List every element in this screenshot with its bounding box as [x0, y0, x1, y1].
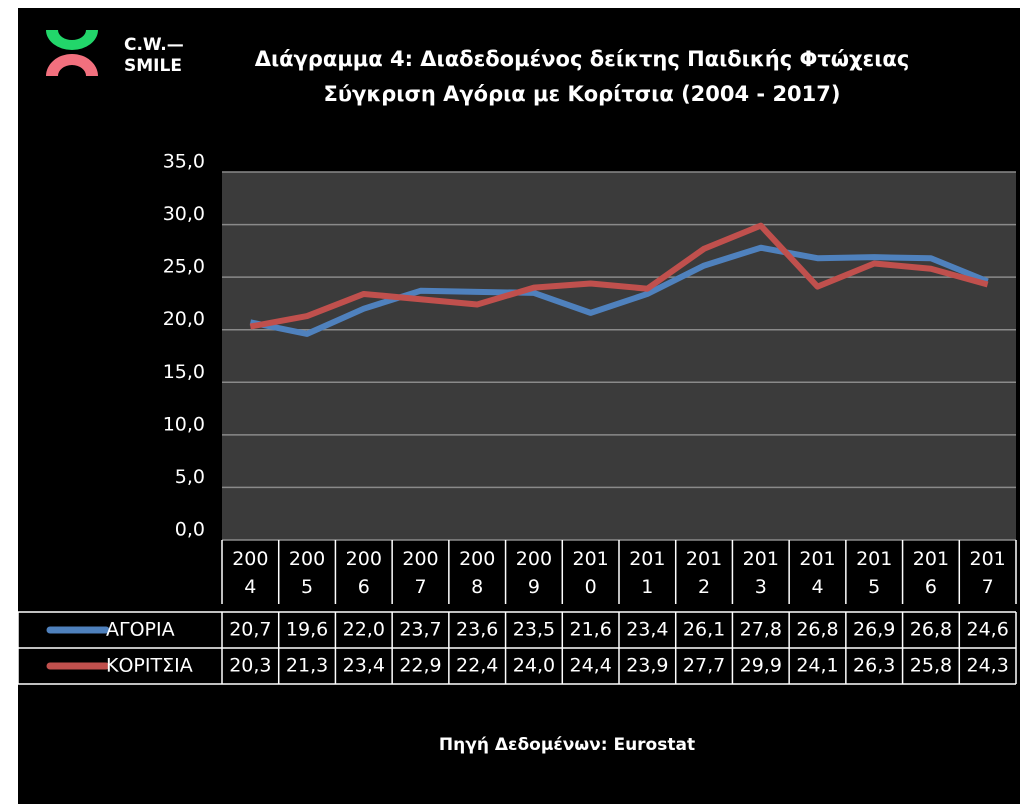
source: Πηγή Δεδομένων: Eurostat: [439, 735, 695, 755]
logo-text: SMILE: [124, 56, 182, 76]
value-label: 29,9: [740, 655, 782, 677]
x-tick-label: 2012: [685, 548, 723, 598]
value-label: 23,5: [513, 619, 555, 641]
value-label: 26,8: [796, 619, 838, 641]
x-tick-label: 2014: [799, 548, 836, 598]
value-label: 24,1: [796, 655, 838, 677]
y-tick-label: 10,0: [163, 413, 205, 435]
value-label: 23,6: [456, 619, 498, 641]
value-label: 27,7: [683, 655, 725, 677]
y-tick-label: 30,0: [163, 203, 205, 225]
value-label: 21,3: [286, 655, 328, 677]
value-label: 24,4: [569, 655, 611, 677]
legend-label: ΑΓΟΡΙΑ: [106, 619, 175, 641]
x-tick-label: 2017: [969, 548, 1006, 598]
x-tick-label: 2010: [572, 548, 609, 598]
value-label: 22,4: [456, 655, 498, 677]
x-tick-label: 2006: [345, 548, 382, 598]
y-tick-label: 15,0: [163, 361, 205, 383]
chart-title: Διάγραμμα 4: Διαδεδομένος δείκτης Παιδικ…: [255, 47, 910, 71]
y-tick-label: 0,0: [175, 519, 205, 541]
x-tick-label: 2016: [912, 548, 950, 598]
x-tick-label: 2005: [288, 548, 326, 598]
value-label: 22,0: [343, 619, 385, 641]
value-label: 25,8: [910, 655, 952, 677]
value-label: 26,3: [853, 655, 895, 677]
y-tick-label: 25,0: [163, 256, 205, 278]
y-tick-label: 5,0: [175, 466, 205, 488]
chart-title: Σύγκριση Αγόρια με Κορίτσια (2004 - 2017…: [324, 82, 841, 106]
value-label: 24,6: [966, 619, 1008, 641]
value-label: 26,9: [853, 619, 895, 641]
value-label: 22,9: [399, 655, 441, 677]
x-tick-label: 2008: [459, 548, 496, 598]
x-tick-label: 2009: [515, 548, 553, 598]
logo-text: C.W.—: [124, 35, 184, 55]
series-line: [249, 244, 989, 337]
legend-label: ΚΟΡΙΤΣΙΑ: [106, 655, 193, 677]
y-tick-label: 20,0: [163, 308, 205, 330]
value-label: 19,6: [286, 619, 328, 641]
logo-arc: [46, 54, 98, 76]
value-label: 21,6: [569, 619, 611, 641]
x-tick-label: 2004: [232, 548, 269, 598]
value-label: 23,4: [343, 655, 385, 677]
series-line: [249, 222, 989, 330]
plot-area: [222, 172, 1016, 540]
value-label: 23,9: [626, 655, 668, 677]
x-tick-label: 2007: [402, 548, 439, 598]
logo-smile: [46, 30, 98, 50]
x-tick-label: 2011: [629, 548, 666, 598]
value-label: 20,7: [229, 619, 271, 641]
value-label: 23,7: [399, 619, 441, 641]
y-tick-label: 35,0: [163, 151, 205, 173]
x-tick-label: 2013: [742, 548, 779, 598]
value-label: 23,4: [626, 619, 668, 641]
value-label: 24,0: [513, 655, 555, 677]
value-label: 26,8: [910, 619, 952, 641]
value-label: 20,3: [229, 655, 271, 677]
value-label: 27,8: [740, 619, 782, 641]
x-tick-label: 2015: [856, 548, 893, 598]
value-label: 24,3: [966, 655, 1008, 677]
value-label: 26,1: [683, 619, 725, 641]
